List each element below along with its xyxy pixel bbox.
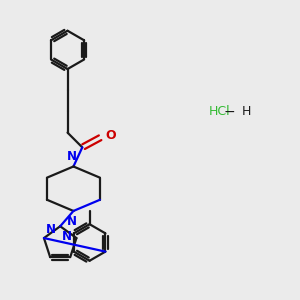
Text: N: N xyxy=(67,150,77,163)
Text: O: O xyxy=(105,129,116,142)
Text: H: H xyxy=(241,105,251,118)
Text: −: − xyxy=(224,105,235,119)
Text: N: N xyxy=(67,215,77,228)
Text: N: N xyxy=(62,230,72,243)
Text: N: N xyxy=(46,223,56,236)
Text: HCl: HCl xyxy=(209,105,230,118)
